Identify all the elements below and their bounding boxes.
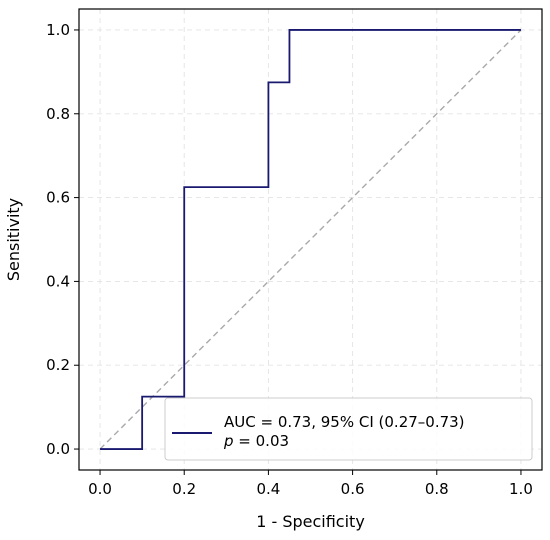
y-tick-label: 1.0 [46,21,70,39]
y-tick-label: 0.6 [46,189,70,207]
y-axis-label: Sensitivity [4,198,23,281]
y-tick-label: 0.4 [46,272,70,290]
roc-curve-line [100,29,521,450]
y-tick-label: 0.8 [46,105,70,123]
ticks-layer: 0.0 0.2 0.4 0.6 0.8 1.0 0.0 0.2 0.4 0.6 0.8 1.0 [46,21,533,498]
x-tick-label: 1.0 [509,480,533,498]
legend-box [164,397,533,461]
x-axis-label: 1 - Specificity [256,512,365,531]
chance-diagonal-line [99,29,522,450]
legend-label-auc: AUC = 0.73, 95% CI (0.27–0.73) [224,413,465,431]
x-tick-label: 0.8 [425,480,449,498]
x-tick-label: 0.6 [341,480,365,498]
legend-p-symbol: p [223,432,234,450]
legend-label-p-value: p = 0.03 [223,432,289,450]
x-tick-label: 0.0 [88,480,112,498]
y-tick-label: 0.2 [46,356,70,374]
series-layer [99,29,522,450]
x-tick-label: 0.2 [172,480,196,498]
legend: AUC = 0.73, 95% CI (0.27–0.73) p = 0.03 [164,397,533,461]
y-tick-label: 0.0 [46,440,70,458]
x-tick-label: 0.4 [256,480,280,498]
plot-frame [78,8,543,471]
legend-p-value: = 0.03 [234,432,290,450]
